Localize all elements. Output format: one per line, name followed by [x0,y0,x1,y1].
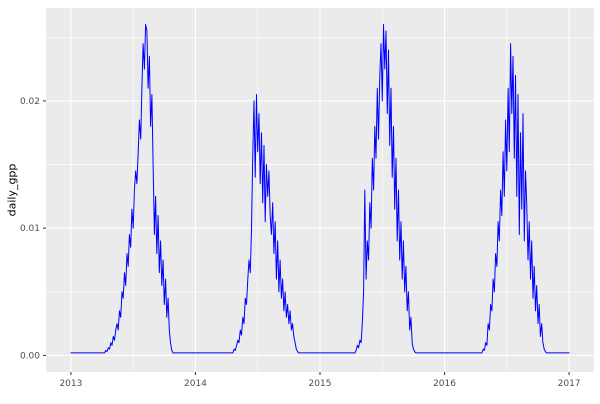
x-tick-label: 2017 [558,379,581,389]
y-tick-label: 0.01 [20,224,40,234]
y-tick-label: 0.02 [20,97,40,107]
y-axis-title: daily_gpp [5,163,19,217]
y-tick-label: 0.00 [20,351,40,361]
x-tick-label: 2016 [433,379,456,389]
x-tick-label: 2015 [309,379,332,389]
x-tick-label: 2013 [59,379,82,389]
gpp-line [70,24,570,354]
x-tick-label: 2014 [184,379,207,389]
